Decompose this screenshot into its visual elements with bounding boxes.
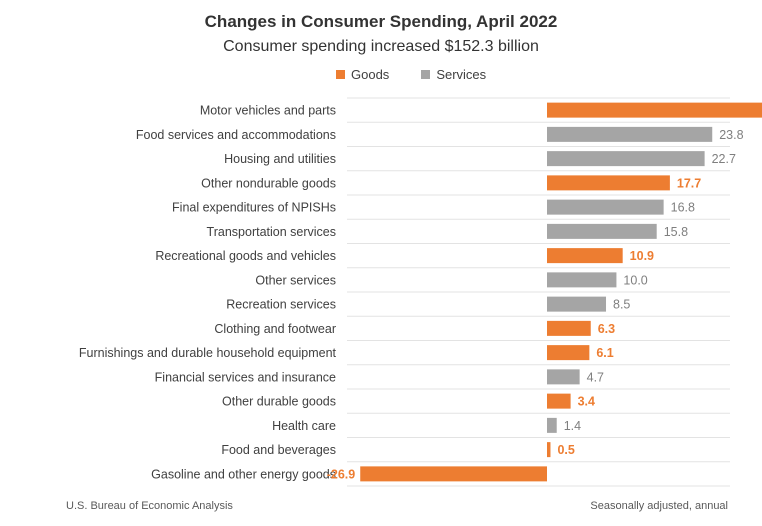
category-label: Recreational goods and vehicles (155, 249, 336, 263)
bar-goods (360, 466, 547, 482)
source-note: U.S. Bureau of Economic Analysis (66, 500, 233, 512)
category-label: Clothing and footwear (214, 322, 336, 336)
bar-services (547, 296, 607, 312)
legend-item-services: Services (421, 67, 486, 82)
legend-swatch-services (421, 70, 431, 79)
data-label: 22.7 (712, 152, 736, 166)
data-label: 10.0 (623, 273, 647, 287)
category-label: Furnishings and durable household equipm… (79, 346, 337, 360)
chart-subtitle: Consumer spending increased $152.3 billi… (223, 38, 539, 55)
bar-services (547, 223, 657, 239)
category-label: Food services and accommodations (136, 128, 336, 142)
category-label: Motor vehicles and parts (200, 104, 336, 118)
adjustment-note: Seasonally adjusted, annual (590, 500, 728, 512)
category-label: Other durable goods (222, 395, 336, 409)
legend-swatch-goods (336, 70, 345, 79)
category-label: Housing and utilities (224, 152, 336, 166)
legend-item-goods: Goods (336, 67, 389, 82)
data-label: 6.1 (596, 346, 613, 360)
legend-label-services: Services (436, 67, 487, 82)
data-label: 4.7 (587, 370, 604, 384)
bar-services (547, 126, 713, 142)
data-label: 6.3 (598, 322, 615, 336)
bar-goods (547, 102, 762, 118)
bar-goods (547, 345, 590, 361)
data-label: 1.4 (564, 419, 581, 433)
category-label: Gasoline and other energy goods (151, 467, 336, 481)
bar-services (547, 272, 617, 288)
category-label: Health care (272, 419, 336, 433)
category-label: Final expenditures of NPISHs (172, 201, 336, 215)
data-label: 10.9 (630, 249, 654, 263)
bar-goods (547, 442, 551, 458)
bar-services (547, 369, 580, 385)
data-label: 16.8 (671, 201, 695, 215)
category-label: Other services (255, 273, 336, 287)
data-label: 3.4 (578, 395, 595, 409)
legend-label-goods: Goods (351, 67, 390, 82)
bar-goods (547, 248, 623, 264)
data-label: 8.5 (613, 298, 630, 312)
data-label: -26.9 (327, 467, 356, 481)
data-label: 15.8 (664, 225, 688, 239)
bar-services (547, 417, 557, 433)
bar-services (547, 151, 705, 167)
data-label: 23.8 (719, 128, 743, 142)
category-label: Other nondurable goods (201, 176, 336, 190)
bar-goods (547, 393, 571, 409)
category-label: Transportation services (207, 225, 336, 239)
bar-services (547, 199, 664, 215)
chart-title: Changes in Consumer Spending, April 2022 (204, 12, 558, 31)
data-label: 0.5 (557, 443, 574, 457)
category-label: Financial services and insurance (155, 370, 336, 384)
chart-legend: Goods Services (336, 67, 518, 82)
bar-goods (547, 320, 591, 336)
category-label: Recreation services (226, 298, 336, 312)
category-label: Food and beverages (221, 443, 336, 457)
data-label: 17.7 (677, 176, 701, 190)
bar-goods (547, 175, 670, 191)
